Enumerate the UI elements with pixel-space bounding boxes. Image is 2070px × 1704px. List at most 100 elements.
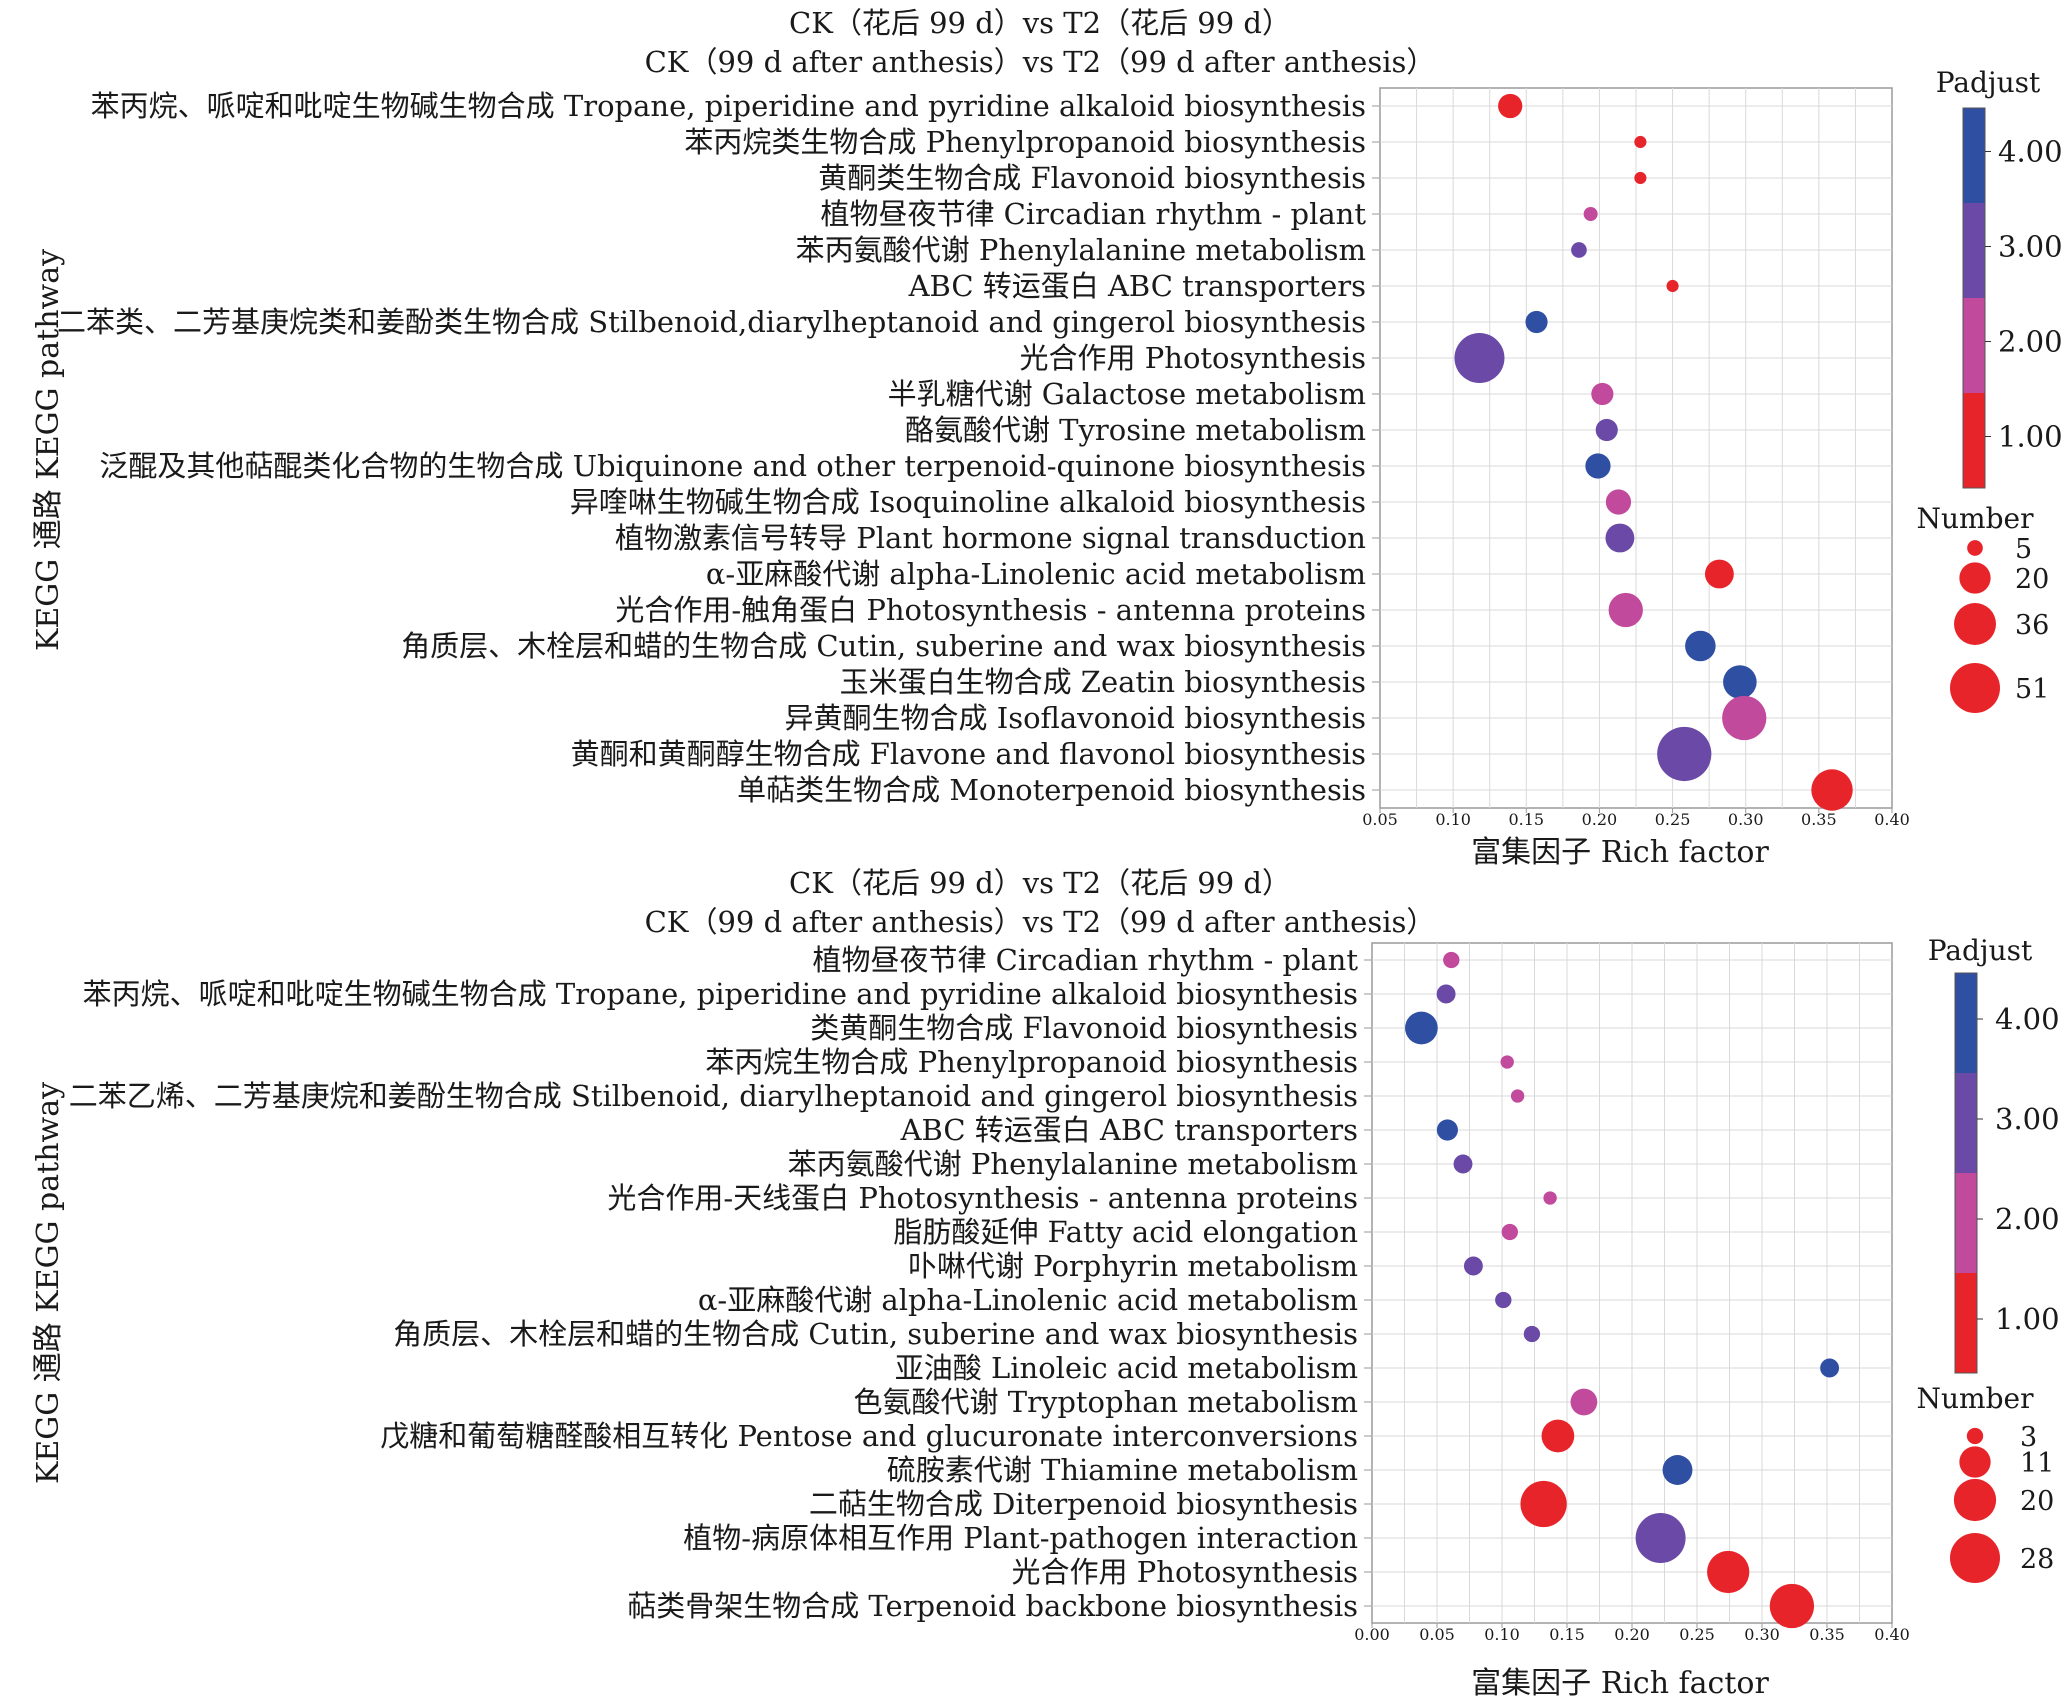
pathway-label: 苯丙烷、哌啶和吡啶生物碱生物合成 Tropane, piperidine and… — [91, 89, 1366, 123]
y-axis-label: KEGG 通路 KEGG pathway — [31, 1082, 66, 1484]
data-point — [1583, 206, 1598, 222]
size-legend-bubble — [1953, 1478, 1997, 1522]
pathway-label: 色氨酸代谢 Tryptophan metabolism — [854, 1385, 1358, 1419]
pathway-label: 光合作用-天线蛋白 Photosynthesis - antenna prote… — [607, 1181, 1358, 1215]
size-legend-bubble — [1959, 1446, 1991, 1478]
data-point — [1657, 726, 1712, 782]
pathway-label: 植物激素信号转导 Plant hormone signal transducti… — [615, 521, 1366, 555]
colorbar-segment — [1955, 1073, 1977, 1173]
x-tick-label: 0.25 — [1655, 810, 1691, 829]
data-point — [1769, 1583, 1815, 1629]
pathway-label: 黄酮类生物合成 Flavonoid biosynthesis — [818, 161, 1366, 195]
data-point — [1454, 333, 1505, 383]
pathway-label: 光合作用 Photosynthesis — [1012, 1555, 1358, 1589]
size-legend-bubble — [1959, 562, 1991, 594]
data-point — [1436, 984, 1456, 1004]
pathway-label: 类黄酮生物合成 Flavonoid biosynthesis — [810, 1011, 1358, 1045]
pathway-label: 单萜类生物合成 Monoterpenoid biosynthesis — [737, 773, 1366, 807]
data-point — [1570, 1388, 1598, 1416]
data-point — [1608, 592, 1643, 628]
chart-panel-1: CK（花后 99 d）vs T2（花后 99 d） CK（99 d after a… — [31, 6, 2063, 870]
pathway-label: 植物昼夜节律 Circadian rhythm - plant — [812, 943, 1358, 977]
colorbar-label: 4.00 — [1995, 1002, 2060, 1036]
colorbar-frame — [1962, 107, 1986, 489]
pathway-label: 半乳糖代谢 Galactose metabolism — [888, 377, 1366, 411]
pathway-label: 泛醌及其他萜醌类化合物的生物合成 Ubiquinone and other te… — [99, 449, 1366, 483]
data-point — [1571, 242, 1587, 258]
x-tick-label: 0.00 — [1354, 1625, 1390, 1644]
colorbar-label: 1.00 — [1995, 1302, 2060, 1336]
pathway-label: 植物昼夜节律 Circadian rhythm - plant — [820, 197, 1366, 231]
data-point — [1523, 1325, 1541, 1343]
size-legend-label: 5 — [2015, 534, 2032, 565]
colorbar-segment — [1963, 203, 1985, 298]
pathway-label: 酪氨酸代谢 Tyrosine metabolism — [905, 413, 1366, 447]
padjust-legend-title: Padjust — [1928, 934, 2033, 967]
pathway-label: 光合作用-触角蛋白 Photosynthesis - antenna prote… — [615, 593, 1366, 627]
pathway-label: 苯丙氨酸代谢 Phenylalanine metabolism — [788, 1147, 1358, 1181]
pathway-label: 亚油酸 Linoleic acid metabolism — [895, 1351, 1358, 1385]
x-tick-label: 0.25 — [1679, 1625, 1715, 1644]
pathway-label: 硫胺素代谢 Thiamine metabolism — [887, 1453, 1358, 1487]
data-point — [1811, 769, 1853, 811]
data-point — [1662, 1455, 1693, 1485]
colorbar-label: 4.00 — [1998, 135, 2063, 169]
x-tick-label: 0.35 — [1801, 810, 1837, 829]
pathway-label: 戊糖和葡萄糖醛酸相互转化 Pentose and glucuronate int… — [380, 1419, 1358, 1453]
pathway-label: 苯丙烷、哌啶和吡啶生物碱生物合成 Tropane, piperidine and… — [83, 977, 1358, 1011]
data-point — [1820, 1358, 1840, 1378]
pathway-label: 苯丙烷生物合成 Phenylpropanoid biosynthesis — [705, 1045, 1358, 1079]
size-legend-bubble — [1967, 540, 1983, 556]
data-point — [1443, 951, 1460, 969]
data-point — [1635, 1513, 1686, 1563]
colorbar-label: 1.00 — [1998, 420, 2063, 454]
data-point — [1723, 665, 1757, 699]
x-tick-label: 0.20 — [1614, 1625, 1650, 1644]
data-point — [1585, 453, 1611, 479]
pathway-label: 二萜生物合成 Diterpenoid biosynthesis — [809, 1487, 1358, 1521]
x-tick-label: 0.35 — [1809, 1625, 1845, 1644]
data-point — [1463, 1256, 1483, 1276]
data-point — [1405, 1011, 1438, 1045]
x-tick-label: 0.10 — [1435, 810, 1471, 829]
pathway-label: 黄酮和黄酮醇生物合成 Flavone and flavonol biosynth… — [571, 737, 1366, 771]
pathway-label: ABC 转运蛋白 ABC transporters — [908, 269, 1366, 303]
pathway-label: 异黄酮生物合成 Isoflavonoid biosynthesis — [785, 701, 1366, 735]
chart-title: CK（花后 99 d）vs T2（花后 99 d） — [789, 866, 1291, 900]
data-point — [1704, 559, 1734, 589]
data-point — [1541, 1419, 1575, 1453]
data-point — [1500, 1055, 1514, 1069]
pathway-label: 二苯类、二芳基庚烷类和姜酚类生物合成 Stilbenoid,diarylhept… — [57, 305, 1366, 339]
data-point — [1605, 489, 1632, 515]
data-point — [1707, 1550, 1750, 1594]
x-axis-label: 富集因子 Rich factor — [1471, 835, 1769, 870]
chart-subtitle: CK（99 d after anthesis）vs T2（99 d after … — [645, 45, 1436, 79]
size-legend-label: 28 — [2020, 1544, 2054, 1575]
size-legend-label: 51 — [2015, 674, 2049, 705]
number-legend-title: Number — [1917, 502, 2035, 535]
data-point — [1501, 1223, 1518, 1241]
pathway-label: 植物-病原体相互作用 Plant-pathogen interaction — [683, 1521, 1358, 1555]
x-tick-label: 0.05 — [1362, 810, 1398, 829]
pathway-label: 萜类骨架生物合成 Terpenoid backbone biosynthesis — [627, 1589, 1358, 1623]
size-legend-label: 36 — [2015, 610, 2049, 641]
pathway-label: 苯丙氨酸代谢 Phenylalanine metabolism — [796, 233, 1366, 267]
data-point — [1436, 1119, 1458, 1141]
x-axis-label: 富集因子 Rich factor — [1471, 1666, 1769, 1701]
colorbar-label: 3.00 — [1998, 230, 2063, 264]
pathway-label: 光合作用 Photosynthesis — [1020, 341, 1366, 375]
colorbar-segment — [1963, 108, 1985, 203]
size-legend-label: 20 — [2020, 1486, 2054, 1517]
data-point — [1605, 523, 1635, 553]
colorbar-segment — [1963, 393, 1985, 488]
chart-title: CK（花后 99 d）vs T2（花后 99 d） — [789, 6, 1291, 40]
data-point — [1591, 382, 1614, 406]
pathway-label: 角质层、木栓层和蜡的生物合成 Cutin, suberine and wax b… — [401, 629, 1366, 663]
data-point — [1685, 630, 1716, 662]
x-tick-label: 0.05 — [1419, 1625, 1455, 1644]
colorbar-segment — [1955, 973, 1977, 1073]
x-tick-label: 0.15 — [1508, 810, 1544, 829]
x-tick-label: 0.40 — [1874, 810, 1910, 829]
x-tick-label: 0.15 — [1549, 1625, 1585, 1644]
data-point — [1543, 1191, 1557, 1205]
